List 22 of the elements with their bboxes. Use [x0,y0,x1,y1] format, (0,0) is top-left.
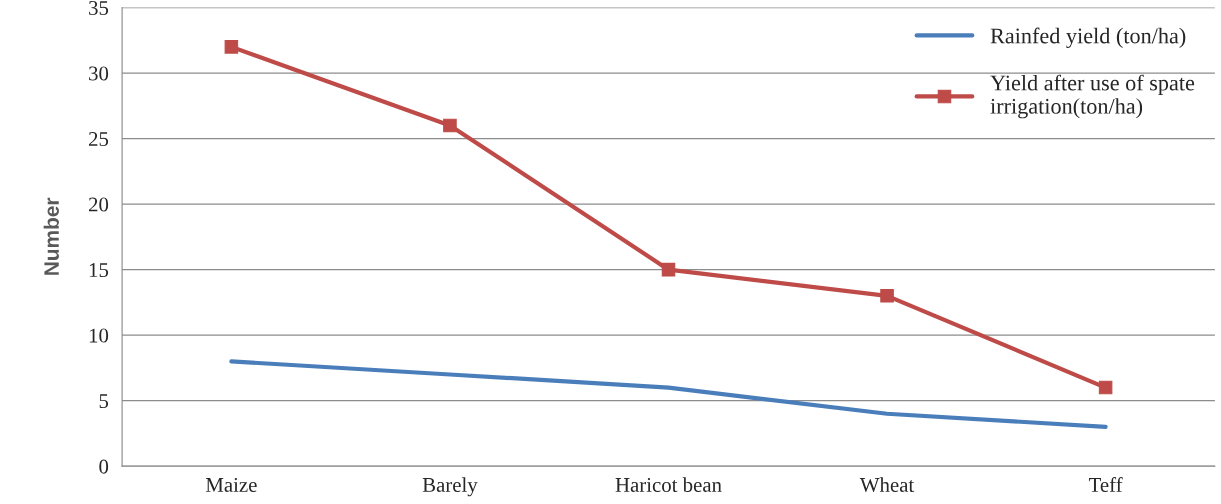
y-tick-label: 20 [88,197,109,212]
x-tick-label: Teff [1088,477,1123,492]
line-series [229,359,1108,429]
point [1098,380,1113,395]
y-tick-label: 25 [88,132,109,147]
y-tick-label: 10 [89,328,109,343]
x-tick-label: Barely [422,477,478,497]
point [443,118,457,133]
y-tick-label: 35 [89,0,109,15]
y-tick-label: 0 [99,459,109,474]
x-tick-label: Wheat [859,477,915,493]
y-axis-title: Number [43,197,59,275]
x-tick-label: Maize [205,477,257,492]
legend-label: Yield after use of spate irrigation(ton/ha) [990,74,1195,119]
y-tick-label: 30 [89,66,109,81]
y-tick-label: 15 [89,263,109,278]
point [224,40,239,54]
x-tick-label: Haricot bean [615,477,722,492]
legend-label: Rainfed yield (ton/ha) [990,27,1186,48]
point [880,289,894,303]
y-tick-label: 5 [99,394,109,409]
point [661,262,676,277]
